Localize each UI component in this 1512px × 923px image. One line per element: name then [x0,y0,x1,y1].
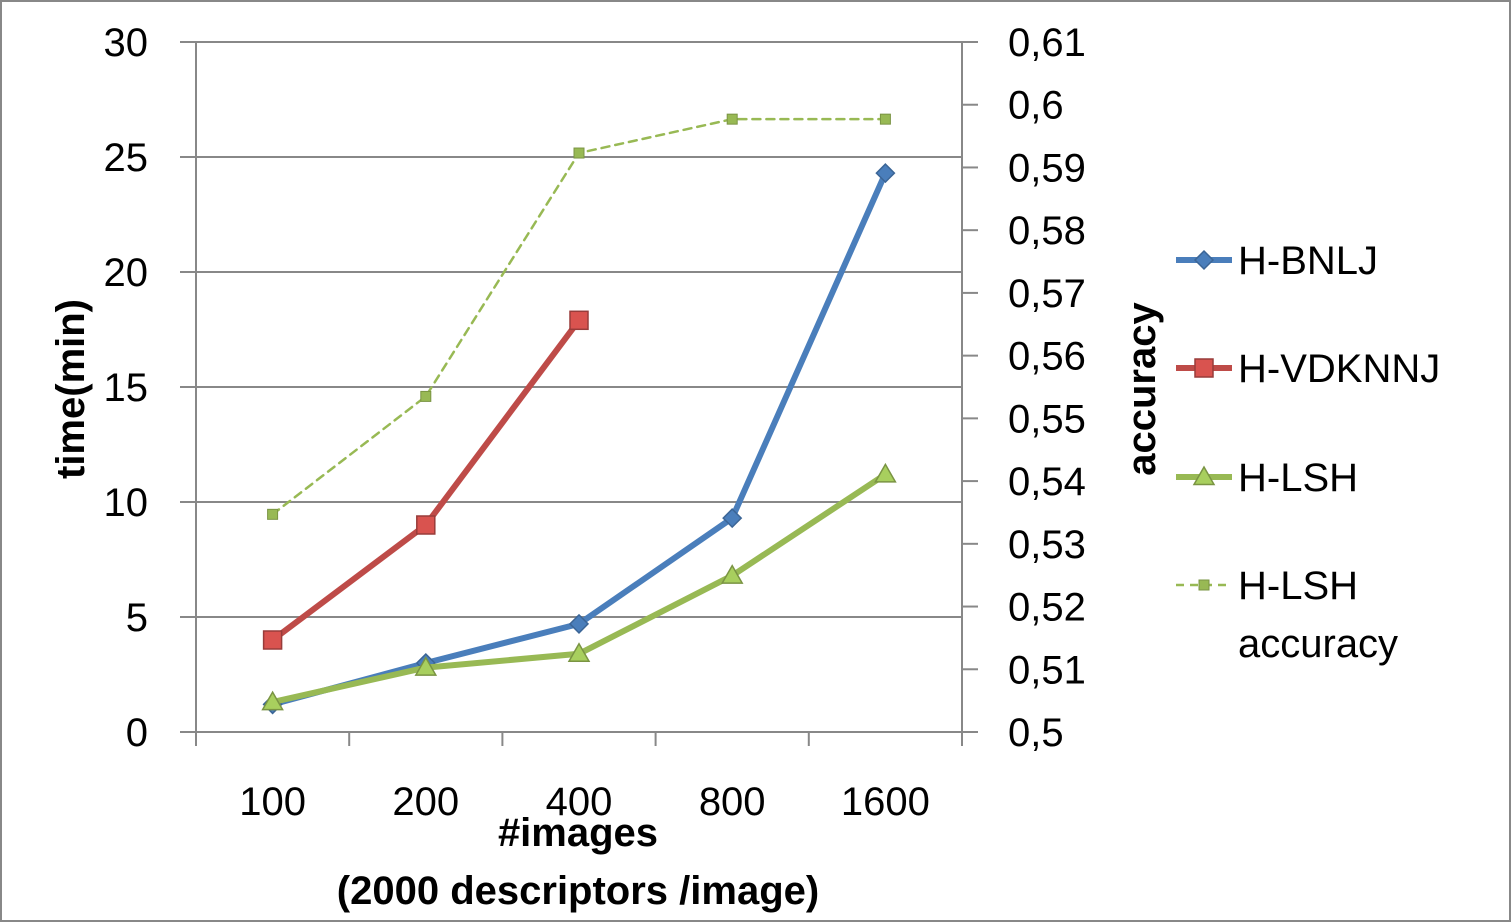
y2-tick-label: 0,6 [1008,84,1064,128]
axes: 0 5 10 15 20 25 30 0,5 0,51 0,52 0,53 0,54 0,55 0,56 0… [104,21,1086,824]
y-axis-title: time(min) [49,299,93,479]
data-point [874,462,897,483]
legend-swatch-marker [1194,358,1214,378]
legend-label-line: H-LSH [1238,564,1358,608]
data-point [720,564,744,584]
legend-swatch-marker [1198,579,1210,591]
data-point [262,630,283,650]
x-tick-label: 200 [392,780,459,824]
y2-axis-title: accuracy [1120,302,1164,476]
series [261,113,897,715]
series-h-lsh-accuracy [267,113,891,520]
data-point [416,515,436,535]
y2-tick-label: 0,56 [1008,335,1086,379]
data-point [567,642,591,663]
y-tick-label: 30 [104,21,149,65]
y2-tick-label: 0,55 [1008,397,1086,441]
y2-tick-label: 0,54 [1008,460,1086,504]
y-tick-label: 20 [104,251,149,295]
legend-label: H-LSH accuracy [1238,564,1398,666]
legend-label: H-LSH [1238,456,1358,500]
legend-label: H-BNLJ [1238,239,1378,283]
y2-tick-label: 0,53 [1008,523,1086,567]
y-tick-label: 0 [126,711,148,755]
legend-item: H-LSH accuracy [1176,564,1398,666]
data-point [261,690,284,711]
data-point [420,390,432,402]
legend-swatch-marker [1193,249,1215,271]
y-tick-label: 10 [104,481,149,525]
legend-label-line: accuracy [1238,622,1398,666]
legend-item: H-BNLJ [1176,239,1378,283]
series-h-lsh [261,462,897,711]
y2-tick-label: 0,59 [1008,146,1086,190]
data-point [726,113,738,125]
legend-item: H-LSH [1176,456,1358,500]
x-axis-title-line2: (2000 descriptors /image) [337,869,819,913]
legend-item: H-VDKNNJ [1176,347,1440,391]
y2-tick-label: 0,5 [1008,711,1064,755]
x-tick-label: 100 [239,780,306,824]
data-point [722,508,743,529]
y2-tick-label: 0,57 [1008,272,1086,316]
y2-tick-label: 0,58 [1008,209,1086,253]
data-point [879,113,891,125]
data-point [568,613,590,634]
y-tick-label: 25 [104,136,149,180]
legend: H-BNLJ H-VDKNNJ H-LSH H-LSH accuracy [1176,239,1440,666]
legend-swatch-marker [1192,465,1216,486]
y-tick-label: 5 [126,596,148,640]
y2-tick-label: 0,51 [1008,648,1086,692]
y2-tick-label: 0,61 [1008,21,1086,65]
y2-tick-label: 0,52 [1008,586,1086,630]
y-tick-label: 15 [104,366,149,410]
data-point [569,310,589,331]
data-point [573,147,585,159]
data-point [875,163,896,184]
data-point [414,656,438,676]
x-tick-label: 400 [546,780,613,824]
x-tick-label: 1600 [841,780,930,824]
x-axis-title-line1: #images [498,811,658,855]
series-h-vdknnj [262,310,589,650]
data-point [267,508,279,520]
x-tick-label: 800 [699,780,766,824]
legend-label: H-VDKNNJ [1238,347,1440,391]
